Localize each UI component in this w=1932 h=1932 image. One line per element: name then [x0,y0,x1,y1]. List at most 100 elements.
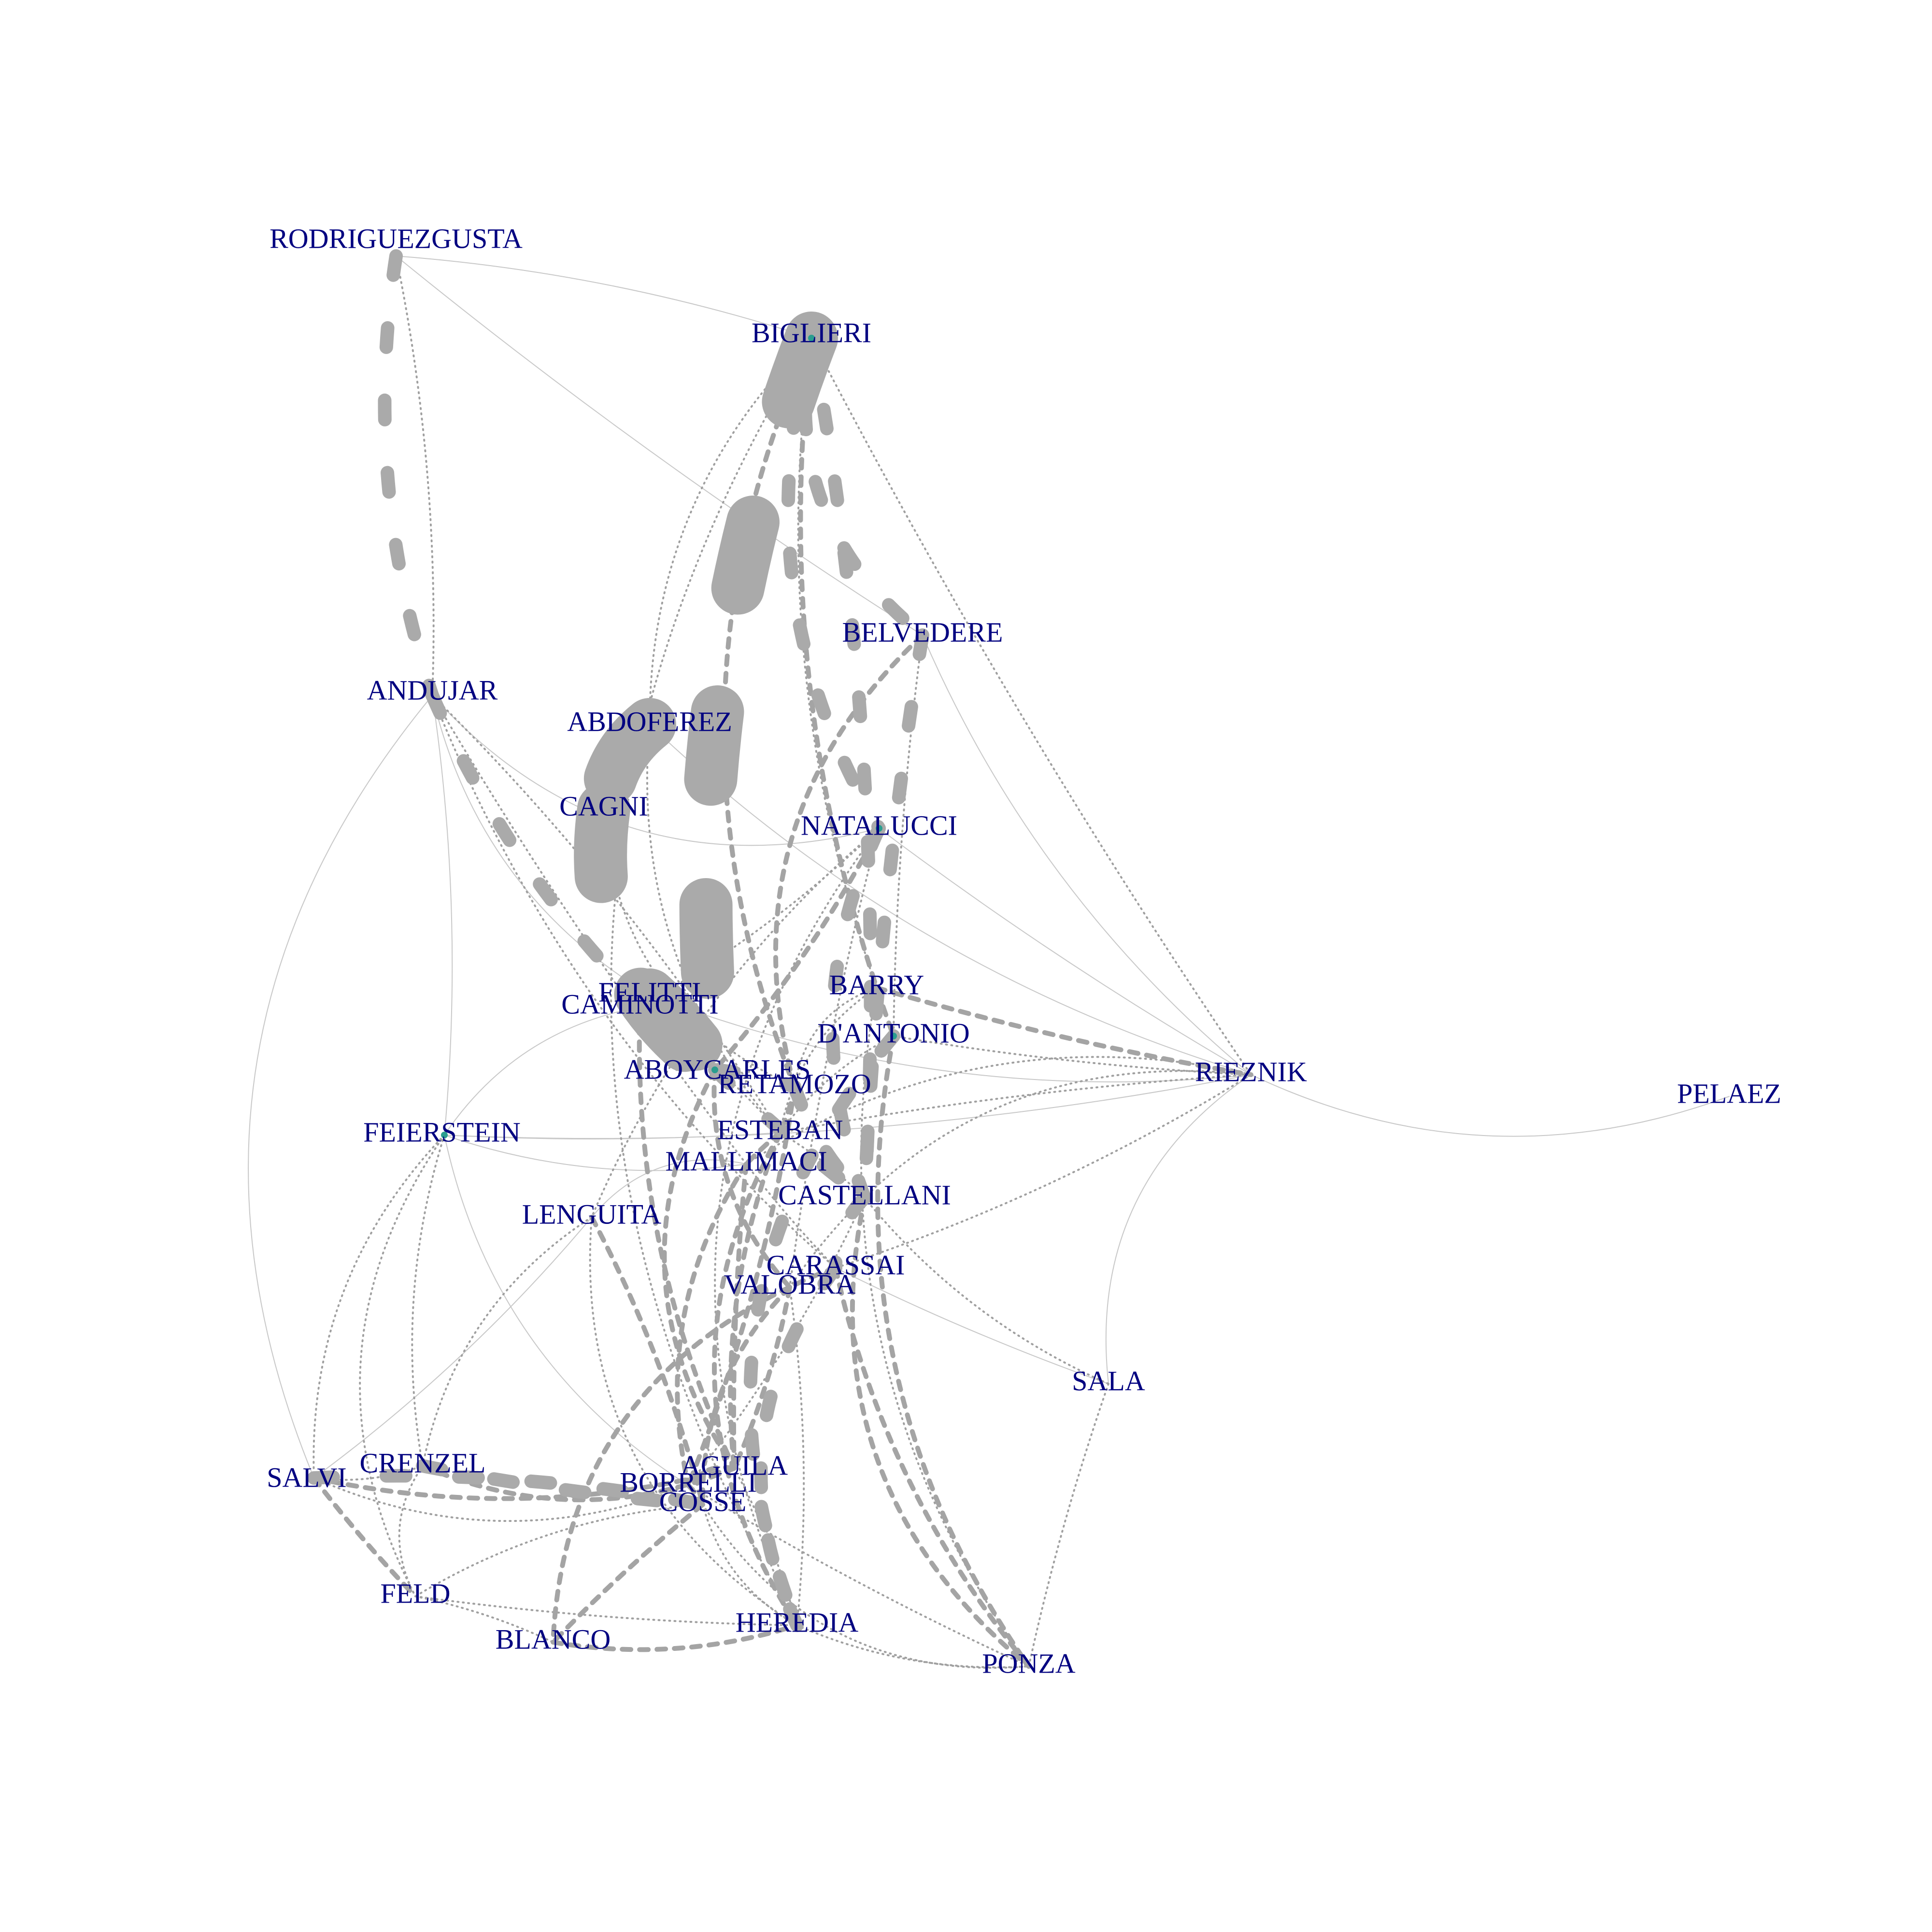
edge-caminotti-aguila [637,1005,737,1471]
edge-esteban-heredia [712,1130,799,1628]
edges-layer [248,249,1730,1669]
edge-feierstein-borrelli [444,1135,689,1486]
node-label-ponza: PONZA [982,1648,1075,1679]
edge-valobra-aguila [732,1285,792,1471]
edge-feierstein-crenzel [411,1134,445,1467]
edge-valobra-cosse [700,1285,792,1507]
node-marker-biglieri [808,335,815,341]
edge-mallimaci-borrelli [675,1162,749,1488]
node-label-belvedere: BELVEDERE [842,616,1003,648]
edge-carassai-heredia [754,1261,842,1632]
edge-castellani-ponza [850,1195,1031,1669]
edge-sala-ponza [1028,1383,1109,1667]
edge-aboycarles-aguila [662,1067,737,1471]
edge-belvedere-castellani [858,628,929,1205]
edge-lenguita-heredia [589,1216,798,1626]
edge-natalucci-rieznik [879,828,1251,1075]
edge-salvi-feld [312,1476,418,1599]
node-markers-layer [441,335,897,1138]
edge-rieznik-sala [1105,1074,1251,1384]
edge-aboycarles-castellani [708,1063,871,1205]
edge-natalucci-aboycarles [712,826,881,1072]
node-marker-d-antonio [890,1033,897,1039]
edge-castellani-borrelli [687,1197,866,1486]
edge-feld-heredia [414,1595,798,1626]
node-label-sala: SALA [1072,1365,1145,1396]
node-marker-aboycarles [711,1066,718,1073]
edge-heredia-ponza [796,1624,1030,1668]
edge-andujar-salvi [248,695,433,1478]
edge-rodriguezgusta-biglieri [396,256,812,339]
edge-rodriguezgusta-andujar [378,249,439,702]
edge-cosse-heredia [702,1504,798,1626]
node-label-aguila: AGUILA [681,1449,788,1481]
node-label-cosse: COSSE [659,1486,747,1517]
edge-biglieri-heredia [610,337,812,1626]
edge-biglieri-rieznik [810,337,1252,1076]
node-label-heredia: HEREDIA [736,1606,859,1638]
node-label-rieznik: RIEZNIK [1195,1056,1307,1087]
node-label-felitti: FELITTI [598,976,701,1008]
edge-d-antonio-ponza [875,1034,1031,1669]
edge-belvedere-d-antonio [893,634,923,1037]
edge-biglieri-belvedere [798,331,929,642]
edge-natalucci-lenguita [591,827,880,1218]
node-label-biglieri: BIGLIERI [752,317,871,348]
edge-carassai-sala [835,1267,1109,1384]
edge-d-antonio-rieznik [893,1035,1252,1076]
node-label-esteban: ESTEBAN [717,1114,843,1145]
node-label-borrelli: BORRELLI [620,1466,757,1498]
node-label-retamozo: RETAMOZO [718,1068,871,1099]
node-label-blanco: BLANCO [496,1623,611,1655]
node-label-mallimaci: MALLIMACI [665,1145,827,1177]
edge-rieznik-carassai [835,1074,1252,1269]
edge-salvi-borrelli [313,1477,689,1522]
edge-andujar-feierstein [432,695,453,1136]
node-label-salvi: SALVI [267,1462,346,1493]
edge-aboycarles-valobra [711,1067,792,1290]
node-label-abdoferez: ABDOFEREZ [567,706,732,737]
node-label-crenzel: CRENZEL [360,1447,486,1478]
edge-belvedere-rieznik [922,635,1251,1075]
edge-caminotti-feierstein [444,1007,640,1136]
edge-barry-ponza [860,987,1030,1667]
edge-crenzel-feld [398,1465,424,1597]
node-labels-layer: RODRIGUEZGUSTA BIGLIERI BELVEDERE ANDUJAR AB… [267,223,1781,1679]
edge-barry-esteban [779,987,878,1134]
edge-felitti-aboycarles [623,968,741,1096]
edge-salvi-aguila [312,1466,737,1501]
edge-borrelli-ponza [687,1484,1030,1667]
node-marker-feierstein [441,1132,448,1138]
edge-lenguita-crenzel [422,1216,593,1467]
edge-biglieri-aboycarles [679,312,838,1096]
edge-feierstein-esteban [444,1132,781,1140]
node-label-d-antonio: D'ANTONIO [817,1017,969,1049]
edge-rieznik-pelaez [1250,1074,1730,1137]
edge-valobra-blanco [551,1285,792,1645]
node-label-castellani: CASTELLANI [778,1179,951,1210]
node-label-feld: FELD [381,1577,451,1609]
edge-barry-retamozo [794,987,878,1088]
edge-carassai-ponza [833,1265,1031,1669]
node-label-aboycarles: ABOYCARLES [624,1053,811,1085]
node-label-pelaez: PELAEZ [1677,1078,1781,1109]
edge-rodriguezgusta-andujar [395,255,435,696]
edge-lenguita-cosse [589,1215,705,1507]
edge-feierstein-mallimaci [444,1135,747,1171]
node-label-barry: BARRY [829,969,924,1000]
edge-andujar-natalucci [432,695,880,846]
edge-rodriguezgusta-belvedere [396,256,923,636]
edge-crenzel-cosse [416,1459,710,1511]
edge-cosse-blanco [551,1502,705,1645]
edge-barry-rieznik [874,985,1253,1077]
node-label-valobra: VALOBRA [724,1268,856,1300]
edge-andujar-mallimaci [431,695,747,1165]
edge-belvedere-retamozo [773,633,925,1089]
edge-feierstein-feld [359,1134,445,1597]
edge-retamozo-borrelli [686,1084,797,1488]
edge-crenzel-aguila [420,1463,737,1503]
node-label-cagni: CAGNI [559,790,648,822]
edge-castellani-sala [864,1197,1109,1385]
edge-feierstein-salvi [313,1134,445,1479]
edge-rieznik-valobra [789,1070,1252,1288]
